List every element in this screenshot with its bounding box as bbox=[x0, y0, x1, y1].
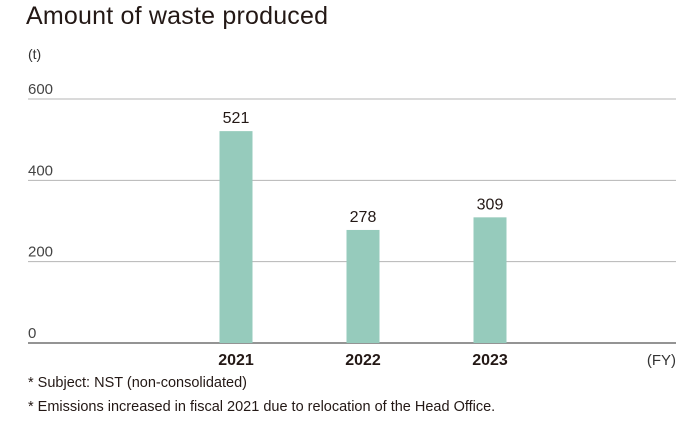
footnote-subject: * Subject: NST (non-consolidated) bbox=[28, 375, 247, 391]
value-label-2023: 309 bbox=[477, 196, 504, 213]
y-tick-label-400: 400 bbox=[28, 162, 53, 179]
bar-2021 bbox=[219, 131, 253, 343]
x-tick-label-2021: 2021 bbox=[218, 352, 254, 369]
bar-chart: 0 200 400 600 521 2021 278 2022 309 2023 (FY) bbox=[28, 81, 676, 369]
bar-2023 bbox=[473, 217, 507, 343]
y-axis-unit: (t) bbox=[28, 46, 42, 62]
y-tick-label-0: 0 bbox=[28, 325, 36, 342]
bar-2022 bbox=[346, 229, 380, 343]
chart-title: Amount of waste produced bbox=[26, 2, 329, 30]
value-label-2022: 278 bbox=[350, 209, 377, 226]
y-tick-label-200: 200 bbox=[28, 244, 53, 261]
x-axis-unit: (FY) bbox=[647, 352, 676, 369]
x-tick-label-2022: 2022 bbox=[345, 352, 381, 369]
y-tick-label-600: 600 bbox=[28, 81, 53, 98]
x-tick-label-2023: 2023 bbox=[472, 352, 508, 369]
footnote-emissions: * Emissions increased in fiscal 2021 due… bbox=[28, 399, 496, 415]
value-label-2021: 521 bbox=[223, 110, 250, 127]
